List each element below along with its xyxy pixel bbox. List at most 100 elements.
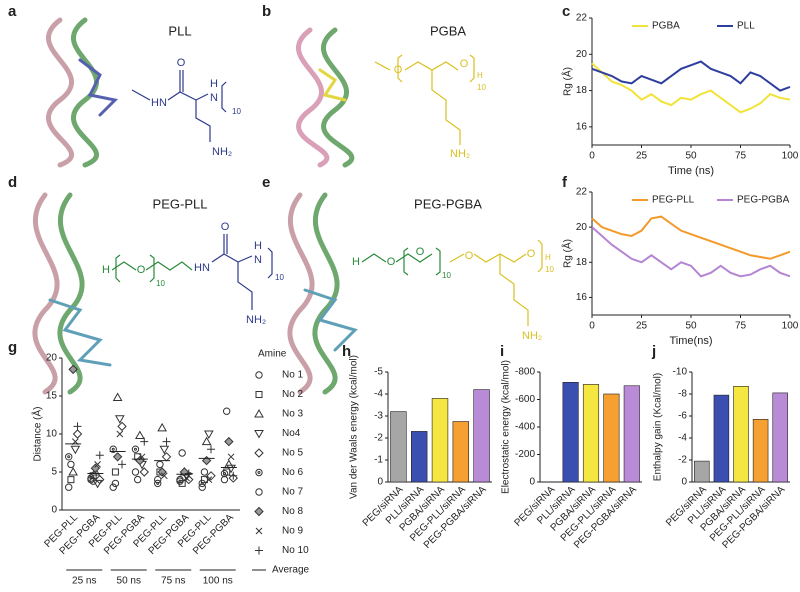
atom-label: O (416, 246, 425, 258)
y-tick-label: -10 (673, 367, 688, 378)
data-point (157, 467, 167, 477)
y-tick-label: -8 (678, 389, 687, 400)
data-point (162, 437, 171, 446)
y-tick-label: -200 (515, 449, 535, 460)
legend-swatch (254, 430, 264, 439)
y-axis-label: Rg (Å) (561, 239, 574, 268)
data-point (67, 460, 75, 469)
atom-label: H (477, 71, 483, 80)
legend-label: No4 (282, 428, 301, 439)
data-point (94, 461, 101, 468)
panel-letter: j (651, 343, 656, 360)
molecule-render (45, 17, 119, 168)
y-tick-label: 20 (46, 353, 58, 364)
atom-label: O (137, 264, 146, 276)
y-tick-label: 0 (377, 477, 383, 488)
data-point (159, 445, 170, 455)
data-point (157, 422, 167, 432)
data-point (224, 436, 234, 447)
data-point (198, 479, 206, 488)
legend-label: No 5 (282, 448, 304, 459)
y-tick-label: -800 (515, 367, 535, 378)
data-point (156, 460, 164, 469)
atom-label: H (545, 253, 551, 262)
y-tick-label: 20 (576, 222, 588, 233)
x-axis-label: Time(ns) (670, 335, 713, 347)
data-point (131, 468, 140, 476)
y-tick-label: -400 (515, 422, 535, 433)
y-tick-label: 15 (46, 391, 58, 402)
x-tick-label: 100 (782, 321, 799, 332)
legend-label: No 1 (282, 370, 304, 381)
group-label: 25 ns (72, 576, 96, 587)
atom-label: O (387, 256, 396, 268)
data-point (135, 430, 145, 440)
bar (582, 384, 600, 483)
structure-bonds (131, 70, 227, 142)
panel-letter: e (262, 174, 270, 191)
panel-title: PLL (168, 23, 191, 38)
repeat-count: 10 (232, 107, 241, 116)
y-tick-label: -600 (515, 394, 535, 405)
data-point (72, 429, 83, 439)
y-tick-label: 16 (576, 292, 588, 303)
legend-swatch (255, 546, 263, 555)
legend-label: PEG-PGBA (737, 195, 790, 206)
atom-label: H (102, 264, 110, 276)
data-line (591, 226, 791, 278)
data-point (111, 468, 119, 476)
atom-label: HN (151, 97, 167, 109)
atom-label: H (254, 240, 262, 252)
bar (752, 418, 769, 483)
legend-label: No 7 (282, 487, 304, 498)
x-tick-label: 50 (685, 151, 697, 162)
data-point (109, 483, 117, 491)
structure-bonds (374, 54, 475, 145)
y-tick-label: 10 (46, 429, 58, 440)
x-axis-label: Time (ns) (668, 165, 714, 177)
y-tick-label: 18 (576, 85, 588, 96)
data-point (227, 453, 235, 461)
panel-title: PEG-PLL (153, 196, 208, 211)
data-point (184, 469, 193, 478)
data-point (176, 477, 184, 485)
data-point (224, 459, 234, 468)
group-label: 75 ns (161, 576, 185, 587)
data-line (591, 62, 791, 114)
data-point (111, 479, 120, 488)
panel-letter: d (8, 174, 17, 191)
data-point (229, 471, 238, 480)
data-line (591, 215, 791, 260)
x-tick-label: 25 (636, 151, 648, 162)
x-tick-label: 0 (589, 151, 595, 162)
bar (772, 392, 788, 483)
data-point (68, 466, 78, 476)
legend-title: Amine (258, 349, 287, 360)
y-tick-label: 20 (576, 49, 588, 60)
y-tick-label: -6 (678, 411, 687, 422)
data-point (90, 463, 101, 473)
y-tick-label: 0 (681, 477, 687, 488)
data-point (117, 421, 127, 432)
atom-label: NH₂ (246, 314, 266, 326)
data-point (95, 451, 104, 460)
data-point (154, 475, 162, 484)
data-point (201, 436, 212, 446)
data-point (161, 452, 172, 462)
data-point (178, 449, 186, 457)
x-tick-label: 25 (636, 321, 648, 332)
atom-label: HN (194, 262, 210, 274)
data-point (201, 455, 212, 466)
bar (452, 421, 470, 483)
legend-label: No 9 (282, 526, 304, 537)
legend-label: No 8 (282, 506, 304, 517)
data-point (207, 445, 216, 454)
bar (733, 385, 749, 483)
legend-swatch (254, 448, 264, 458)
data-point (200, 468, 209, 476)
y-axis-label: Rg (Å) (561, 67, 574, 96)
y-tick-label: 22 (576, 187, 588, 198)
data-point (67, 476, 75, 484)
atom-label: NH₂ (522, 330, 542, 342)
data-point (206, 471, 216, 481)
